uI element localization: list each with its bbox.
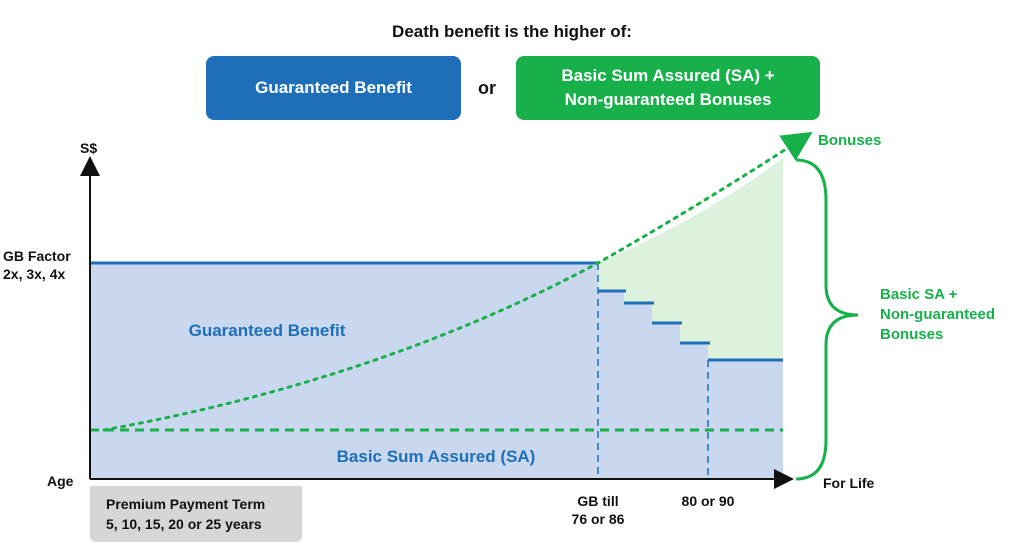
sa-bonuses-box: Basic Sum Assured (SA) + Non-guaranteed … xyxy=(516,56,820,120)
bonuses-curve xyxy=(102,131,813,432)
gb-factor-label: GB Factor xyxy=(3,248,71,264)
premium-payment-term-values: 5, 10, 15, 20 or 25 years xyxy=(106,516,262,532)
x-axis-label: Age xyxy=(47,473,74,489)
guaranteed-benefit-line xyxy=(90,261,783,362)
premium-payment-term-title: Premium Payment Term xyxy=(106,496,266,512)
guaranteed-benefit-box: Guaranteed Benefit xyxy=(206,56,461,120)
guaranteed-benefit-region-label: Guaranteed Benefit xyxy=(189,321,346,340)
or-label: or xyxy=(478,78,496,98)
brace-label-line1: Basic SA + xyxy=(880,286,958,303)
bonuses-label: Bonuses xyxy=(818,132,881,149)
age-80-90-label: 80 or 90 xyxy=(682,493,735,509)
y-axis-label: S$ xyxy=(80,140,97,156)
brace-label-line2: Non-guaranteed xyxy=(880,306,995,323)
total-benefit-brace xyxy=(795,158,859,481)
premium-payment-term-box: Premium Payment Term 5, 10, 15, 20 or 25… xyxy=(90,486,302,542)
gb-till-label: GB till xyxy=(577,493,618,509)
sa-bonuses-box-line2: Non-guaranteed Bonuses xyxy=(564,90,772,109)
guaranteed-benefit-box-label: Guaranteed Benefit xyxy=(255,78,412,97)
chart-title: Death benefit is the higher of: xyxy=(392,22,632,41)
guaranteed-region-fill xyxy=(90,263,783,479)
for-life-label: For Life xyxy=(823,475,875,491)
brace-label-line3: Bonuses xyxy=(880,326,943,343)
gb-factor-values: 2x, 3x, 4x xyxy=(3,266,65,282)
gb-till-ages: 76 or 86 xyxy=(572,511,625,527)
sa-bonuses-box-line1: Basic Sum Assured (SA) + xyxy=(561,66,775,85)
basic-sa-region-label: Basic Sum Assured (SA) xyxy=(337,447,536,466)
bonus-region-fill xyxy=(598,158,783,360)
